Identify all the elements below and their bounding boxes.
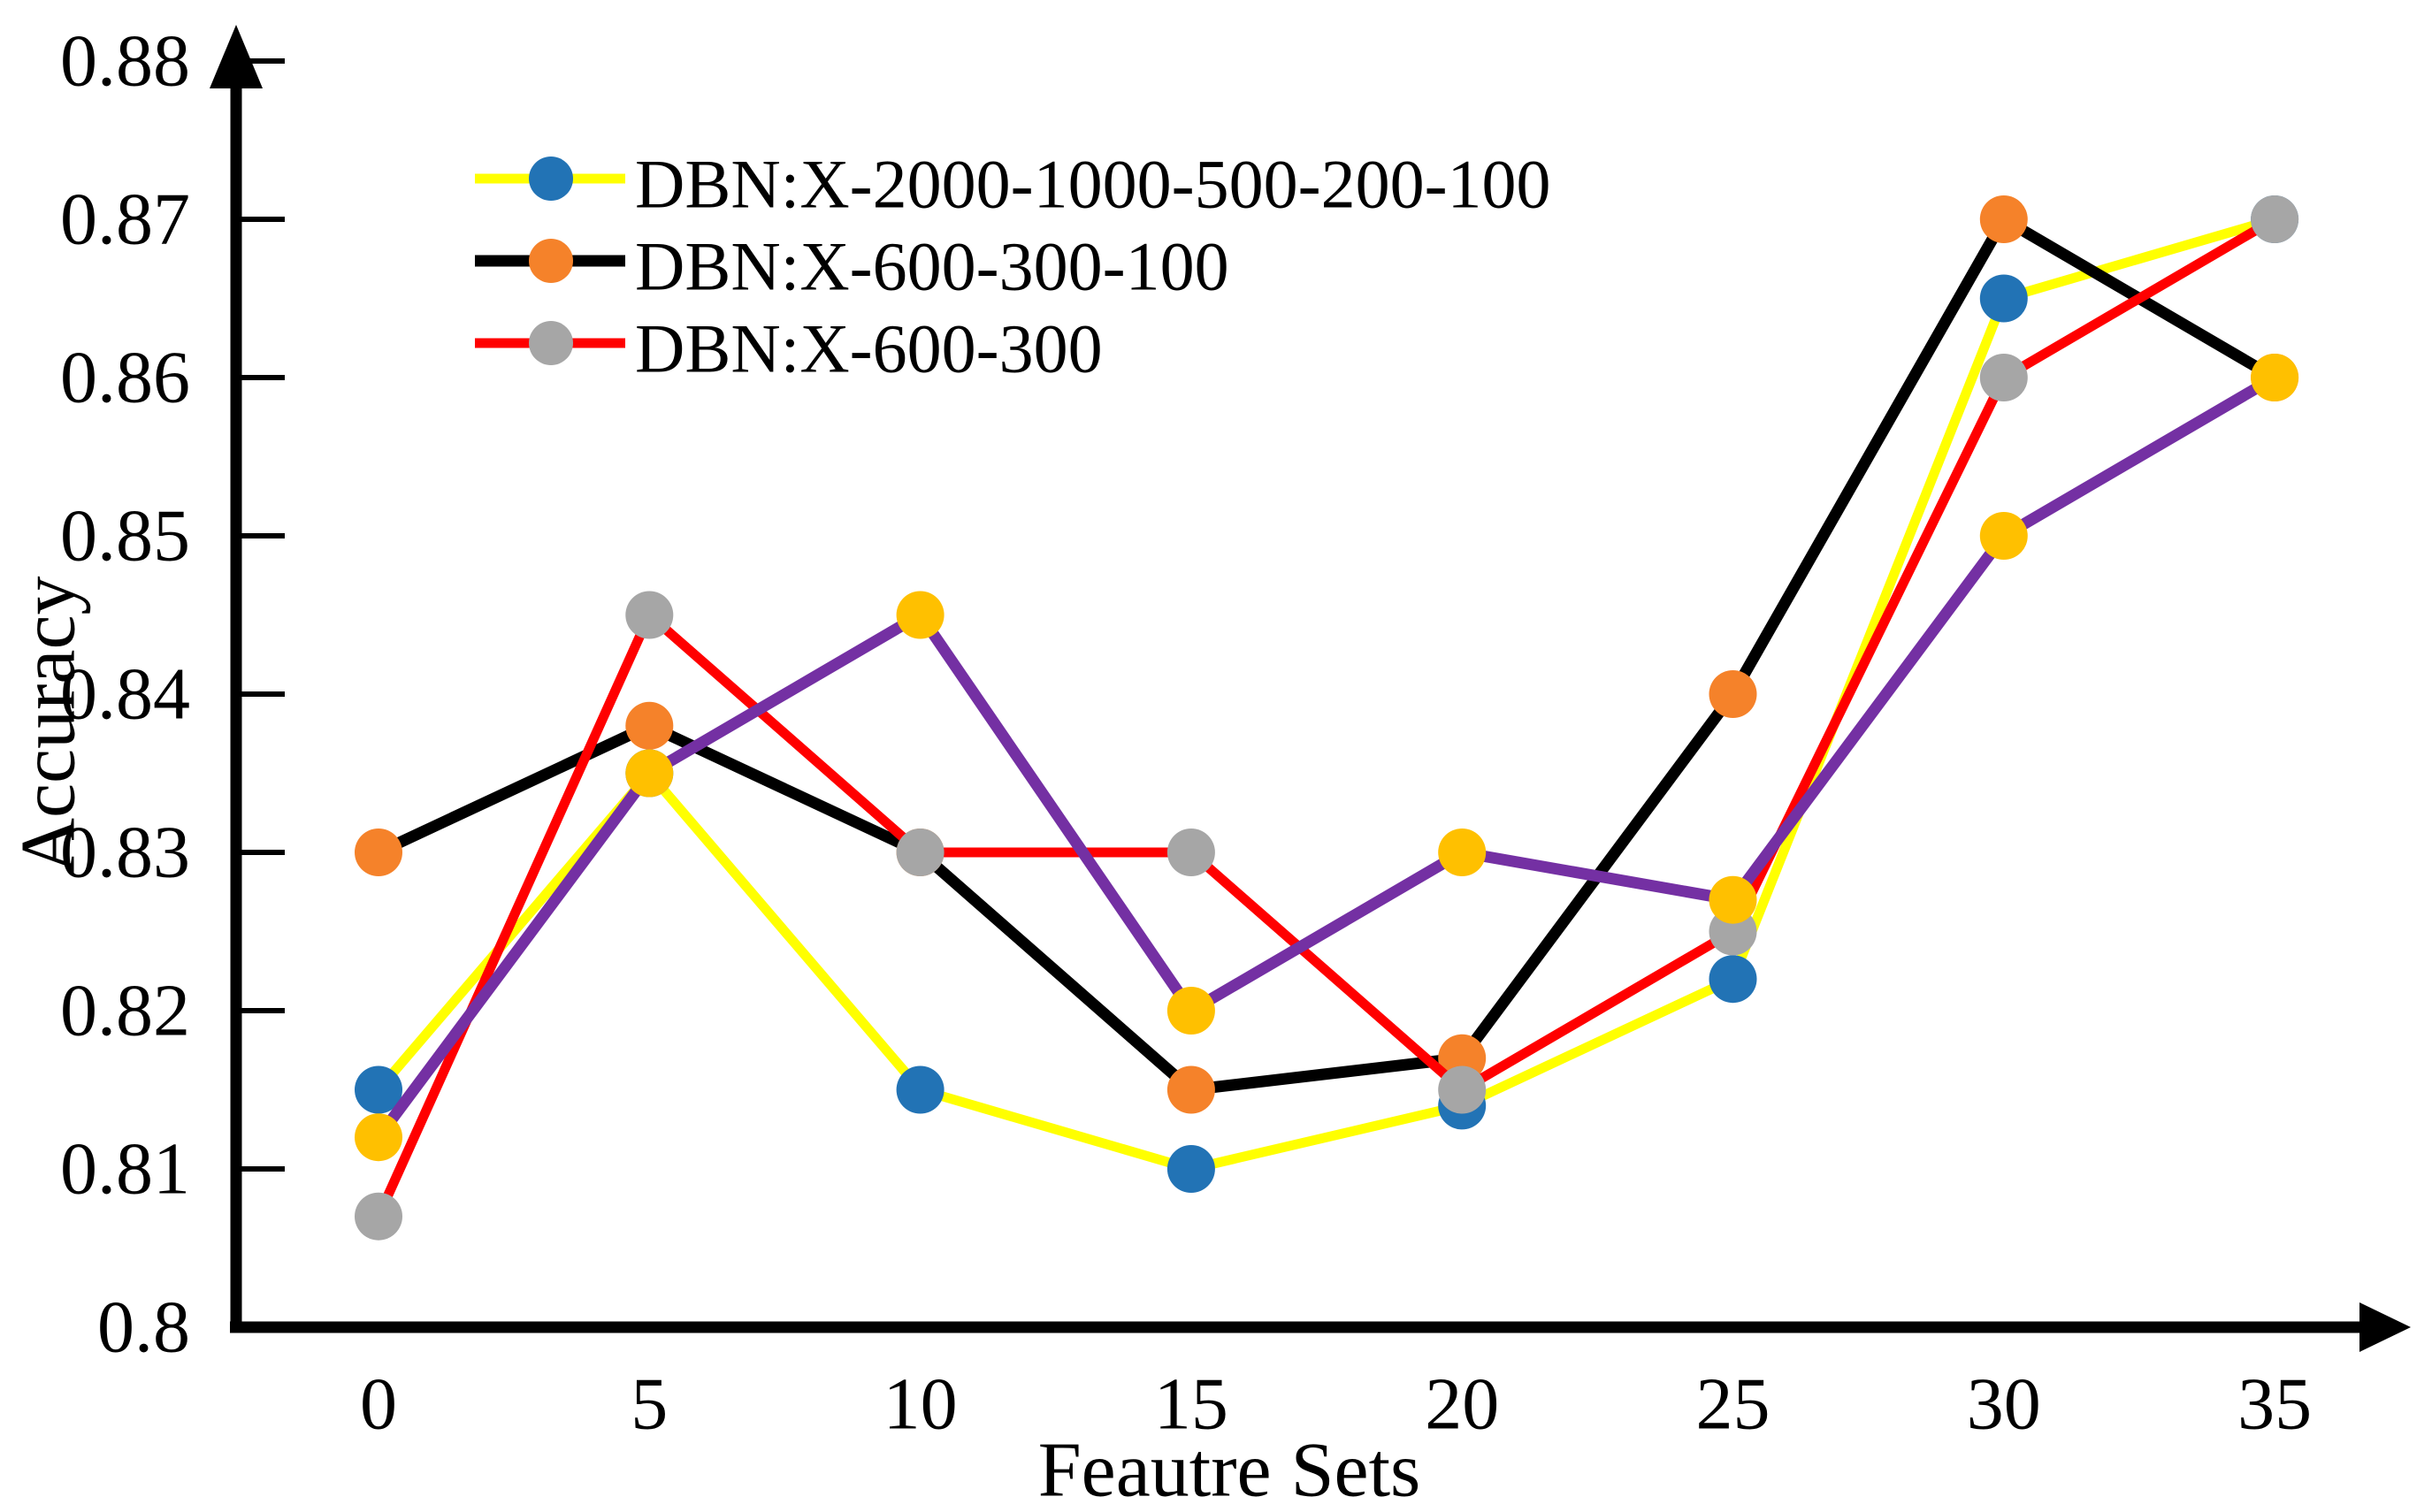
series-line-1 xyxy=(374,214,2276,1174)
data-point-s3-x10 xyxy=(896,829,945,876)
y-tick-label: 0.85 xyxy=(60,495,190,577)
series-line-4 xyxy=(373,372,2278,1142)
y-tick-label: 0.88 xyxy=(60,20,190,103)
x-tick-label: 25 xyxy=(1696,1363,1770,1446)
y-tick-label: 0.84 xyxy=(60,653,190,736)
series-line-3 xyxy=(373,215,2277,1218)
x-tick-label: 30 xyxy=(1967,1363,2041,1446)
legend-item-3: DBN:X-600-300 xyxy=(475,310,1103,387)
x-tick-label: 15 xyxy=(1154,1363,1228,1446)
x-tick-label: 35 xyxy=(2237,1363,2312,1446)
legend-marker xyxy=(529,239,573,283)
x-axis-title: Feautre Sets xyxy=(1038,1428,1421,1512)
legend-label: DBN:X-600-300 xyxy=(635,310,1103,387)
data-point-s4-x35 xyxy=(2251,354,2299,401)
data-point-s4-x0 xyxy=(355,1113,402,1162)
x-tick-label: 5 xyxy=(631,1363,668,1446)
data-point-s1-x25 xyxy=(1709,955,1757,1004)
legend-item-2: DBN:X-600-300-100 xyxy=(475,228,1229,305)
data-point-s4-x15 xyxy=(1166,987,1215,1035)
y-axis-arrow xyxy=(210,25,263,88)
legend-marker xyxy=(529,321,573,365)
data-point-s3-x35 xyxy=(2251,195,2299,243)
y-tick-label: 0.81 xyxy=(60,1128,190,1210)
data-point-s2-x5 xyxy=(625,701,674,750)
data-point-s4-x10 xyxy=(896,591,945,639)
data-point-s3-x30 xyxy=(1979,354,2028,401)
data-point-s3-x20 xyxy=(1438,1065,1487,1114)
data-point-s2-x0 xyxy=(355,829,402,876)
data-point-s2-x25 xyxy=(1709,670,1757,718)
data-point-s3-x5 xyxy=(625,591,674,639)
data-point-s4-x25 xyxy=(1709,875,1757,924)
data-point-s4-x20 xyxy=(1438,829,1487,876)
data-point-s1-x15 xyxy=(1166,1145,1215,1193)
data-point-s4-x30 xyxy=(1979,512,2028,560)
x-tick-label: 0 xyxy=(360,1363,397,1446)
y-tick-label: 0.83 xyxy=(60,812,190,894)
legend-label: DBN:X-600-300-100 xyxy=(635,228,1229,305)
data-point-s3-x15 xyxy=(1166,829,1215,876)
y-tick-label: 0.82 xyxy=(60,970,190,1052)
data-point-s2-x15 xyxy=(1166,1065,1215,1114)
legend-label: DBN:X-2000-1000-500-200-100 xyxy=(635,146,1551,223)
y-tick-label: 0.87 xyxy=(60,179,190,261)
data-point-s1-x0 xyxy=(355,1065,402,1114)
legend-item-1: DBN:X-2000-1000-500-200-100 xyxy=(475,146,1551,223)
y-axis-title: Accuracy xyxy=(6,576,92,874)
data-point-s1-x30 xyxy=(1979,274,2028,323)
x-tick-label: 20 xyxy=(1425,1363,1499,1446)
data-point-s1-x10 xyxy=(896,1065,945,1114)
y-tick-label: 0.86 xyxy=(60,337,190,419)
y-tick-label: 0.8 xyxy=(97,1287,190,1369)
data-point-s4-x5 xyxy=(625,749,674,798)
data-point-s2-x30 xyxy=(1979,195,2028,243)
data-point-s3-x0 xyxy=(355,1192,402,1241)
x-tick-label: 10 xyxy=(883,1363,958,1446)
x-axis-arrow xyxy=(2359,1302,2411,1352)
legend-marker xyxy=(529,157,573,201)
